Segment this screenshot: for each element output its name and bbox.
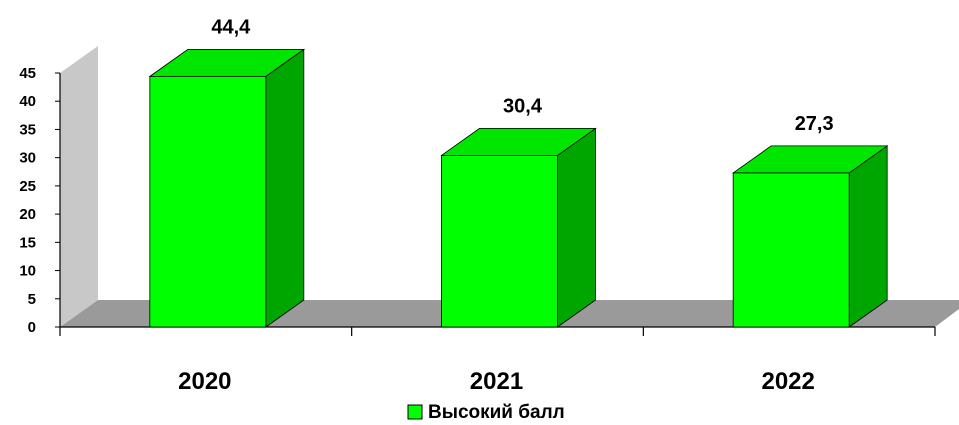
bar-front-face	[441, 155, 558, 328]
chart-side-wall	[60, 46, 98, 327]
bar-front-face	[732, 172, 850, 328]
bar-side-face	[557, 127, 596, 328]
y-tick-label: 25	[19, 178, 36, 195]
bar-side-face	[848, 145, 888, 328]
data-label: 44,4	[211, 16, 251, 38]
y-tick-label: 10	[19, 263, 36, 280]
y-tick-label: 15	[19, 234, 36, 251]
bar	[440, 127, 597, 328]
y-tick-label: 0	[28, 319, 36, 336]
bar	[148, 48, 306, 328]
y-tick-label: 20	[19, 206, 36, 223]
x-tick-label: 2022	[761, 368, 814, 395]
bar-side-face	[265, 48, 305, 328]
bar	[731, 145, 889, 328]
y-tick-label: 30	[19, 150, 36, 167]
data-label: 30,4	[503, 95, 543, 117]
chart-labels: 44,4 2020 30,4 2021 27,3 2022	[178, 16, 833, 395]
data-label: 27,3	[795, 113, 834, 135]
legend-swatch	[407, 404, 423, 420]
legend: Высокий балл	[407, 402, 565, 423]
y-tick-label: 35	[19, 121, 36, 138]
y-tick-label: 5	[28, 291, 36, 308]
x-tick-label: 2021	[470, 368, 523, 395]
bar-front-face	[149, 75, 267, 328]
y-tick-label: 45	[19, 65, 36, 82]
y-tick-label: 40	[19, 93, 36, 110]
legend-label: Высокий балл	[428, 402, 565, 423]
chart-bars	[148, 48, 889, 328]
x-tick-label: 2020	[178, 368, 231, 395]
